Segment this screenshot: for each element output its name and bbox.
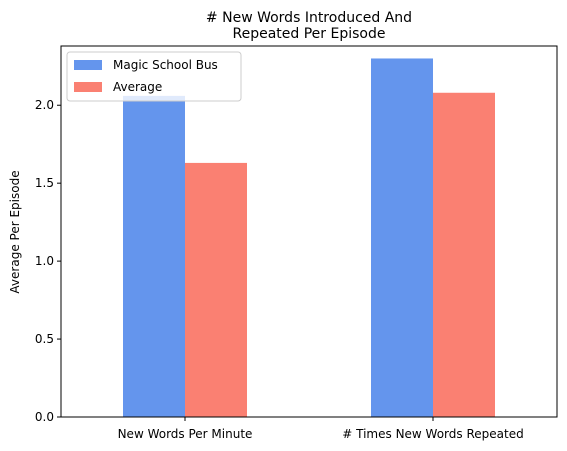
y-tick-label: 2.0	[35, 98, 54, 112]
legend-box	[66, 51, 242, 102]
chart-title: # New Words Introduced And Repeated Per …	[206, 10, 412, 42]
chart-title-line-2: Repeated Per Episode	[233, 26, 386, 42]
y-axis-ticks: 0.0 0.5 1.0 1.5 2.0	[35, 98, 61, 424]
plot-area-frame	[60, 45, 558, 418]
y-tick-label: 1.0	[35, 254, 54, 268]
bar-average-2	[433, 92, 495, 417]
y-tick-label: 0.5	[35, 332, 54, 346]
legend-label-magic-school-bus: Magic School Bus	[113, 58, 218, 72]
x-tick-label: New Words Per Minute	[118, 427, 253, 441]
bars-group	[123, 58, 495, 418]
legend-label-average: Average	[113, 80, 162, 94]
y-axis-label: Average Per Episode	[8, 170, 22, 293]
chart-title-line-1: # New Words Introduced And	[206, 10, 412, 26]
x-tick-label: # Times New Words Repeated	[342, 427, 523, 441]
legend-swatch-average	[74, 82, 102, 92]
y-tick-label: 0.0	[35, 410, 54, 424]
legend-swatch-magic-school-bus	[74, 60, 102, 70]
y-tick-label: 1.5	[35, 176, 54, 190]
bar-average-1	[185, 162, 247, 417]
plot-frame	[60, 45, 558, 418]
x-axis-ticks: New Words Per Minute # Times New Words Re…	[118, 417, 524, 441]
legend: Magic School Bus Average	[66, 51, 242, 102]
bar-magic-school-bus-1	[123, 95, 185, 417]
bar-magic-school-bus-2	[371, 58, 433, 418]
